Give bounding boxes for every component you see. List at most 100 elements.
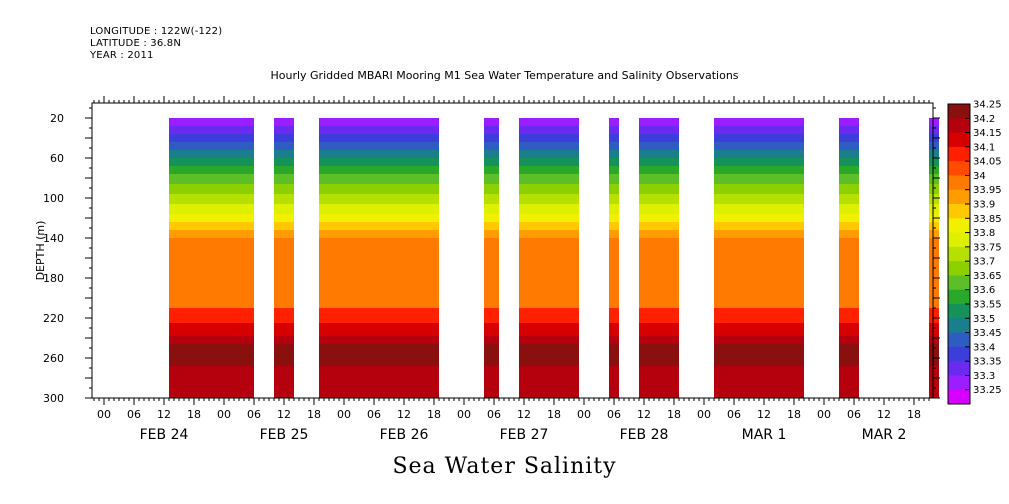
colorbar-swatch — [948, 161, 970, 176]
x-hour-label: 18 — [187, 408, 201, 421]
colorbar-label: 33.25 — [973, 385, 1002, 396]
colorbar-label: 33.35 — [973, 357, 1002, 368]
x-day-label: FEB 25 — [260, 427, 309, 443]
colorbar-swatch — [948, 304, 970, 319]
colorbar-label: 34.15 — [973, 128, 1002, 139]
y-tick-label: 180 — [43, 272, 64, 285]
x-hour-label: 06 — [367, 408, 381, 421]
data-segment-3 — [319, 118, 439, 398]
colorbar-swatch — [948, 346, 970, 362]
colorbar-swatch — [948, 118, 970, 133]
plot-area — [169, 118, 939, 398]
x-hour-label: 06 — [727, 408, 741, 421]
data-segment-9 — [839, 118, 859, 398]
colorbar-swatch — [948, 261, 970, 276]
colorbar-label: 33.9 — [973, 200, 995, 211]
latitude-label: LATITUDE : 36.8N — [90, 38, 182, 49]
colorbar-swatch — [948, 275, 970, 291]
y-tick-label: 300 — [43, 392, 64, 405]
colorbar-swatch — [948, 289, 970, 305]
colorbar-frame — [947, 103, 971, 405]
x-hour-label: 18 — [907, 408, 921, 421]
colorbar-label: 33.65 — [973, 271, 1002, 282]
data-segment-5 — [519, 118, 579, 398]
colorbar: 34.25 34.2 34.15 34.1 34.05 34 33.95 33.9 33.85 3… — [947, 100, 1002, 405]
x-hour-label: 00 — [697, 408, 711, 421]
colorbar-label: 33.7 — [973, 257, 995, 268]
x-hour-label: 06 — [847, 408, 861, 421]
colorbar-label: 33.6 — [973, 285, 995, 296]
y-tick-label: 260 — [43, 352, 64, 365]
x-hour-label: 00 — [97, 408, 111, 421]
colorbar-swatch — [948, 332, 970, 348]
x-day-label: FEB 26 — [380, 427, 429, 443]
colorbar-swatch — [948, 146, 970, 162]
colorbar-label: 34.25 — [973, 100, 1002, 111]
colorbar-label: 33.5 — [973, 314, 995, 325]
x-hour-label: 18 — [547, 408, 561, 421]
year-label: YEAR : 2011 — [90, 50, 154, 61]
x-hour-label: 12 — [877, 408, 891, 421]
data-segment-2 — [274, 118, 294, 398]
y-tick-label: 20 — [50, 112, 64, 125]
colorbar-label: 33.95 — [973, 185, 1002, 196]
x-day-label: FEB 27 — [500, 427, 549, 443]
x-hour-label: 06 — [607, 408, 621, 421]
colorbar-swatch — [948, 375, 970, 391]
colorbar-swatch — [948, 246, 970, 262]
x-hour-label: 12 — [157, 408, 171, 421]
x-hour-label: 12 — [637, 408, 651, 421]
x-hour-label: 18 — [307, 408, 321, 421]
colorbar-swatch — [948, 104, 970, 119]
x-hour-label: 12 — [517, 408, 531, 421]
x-hour-label: 12 — [277, 408, 291, 421]
x-hour-label: 00 — [577, 408, 591, 421]
data-segment-6 — [609, 118, 619, 398]
colorbar-swatch — [948, 232, 970, 248]
x-hour-label: 06 — [487, 408, 501, 421]
colorbar-swatch — [948, 389, 970, 405]
colorbar-swatch — [948, 175, 970, 191]
colorbar-label: 33.55 — [973, 300, 1002, 311]
colorbar-label: 33.45 — [973, 328, 1002, 339]
y-tick-label: 60 — [50, 152, 64, 165]
y-axis-label: DEPTH (m) — [34, 221, 47, 281]
x-day-label: MAR 2 — [862, 427, 907, 443]
x-hour-label: 00 — [817, 408, 831, 421]
x-day-label: FEB 24 — [140, 427, 189, 443]
variable-title: Sea Water Salinity — [392, 454, 617, 479]
colorbar-swatch — [948, 204, 970, 219]
x-hour-label: 00 — [217, 408, 231, 421]
plot-frame — [91, 102, 934, 399]
x-hour-label: 12 — [757, 408, 771, 421]
x-hour-label: 00 — [337, 408, 351, 421]
y-tick-label: 220 — [43, 312, 64, 325]
x-hour-label: 12 — [397, 408, 411, 421]
colorbar-label: 33.8 — [973, 228, 995, 239]
colorbar-label: 34.1 — [973, 142, 995, 153]
longitude-label: LONGITUDE : 122W(-122) — [90, 26, 223, 37]
y-tick-label: 140 — [43, 232, 64, 245]
data-segment-4 — [484, 118, 499, 398]
colorbar-swatch — [948, 218, 970, 233]
colorbar-label: 34.2 — [973, 114, 995, 125]
colorbar-swatch — [948, 361, 970, 376]
colorbar-swatch — [948, 189, 970, 205]
axes: 00 06 12 18 00 06 12 18 00 06 12 18 00 06 12 18 00 06 12 18… — [43, 96, 940, 443]
colorbar-label: 33.4 — [973, 342, 995, 353]
x-day-label: MAR 1 — [742, 427, 787, 443]
colorbar-swatch — [948, 132, 970, 148]
chart-title: Hourly Gridded MBARI Mooring M1 Sea Wate… — [270, 69, 739, 82]
colorbar-label: 33.3 — [973, 371, 995, 382]
x-hour-label: 18 — [667, 408, 681, 421]
x-day-label: FEB 28 — [620, 427, 669, 443]
x-hour-label: 18 — [787, 408, 801, 421]
colorbar-label: 34 — [973, 171, 986, 182]
x-hour-label: 00 — [457, 408, 471, 421]
data-segment-8 — [714, 118, 804, 398]
data-segment-7 — [639, 118, 679, 398]
colorbar-label: 33.75 — [973, 242, 1002, 253]
data-segment-1 — [169, 118, 254, 398]
colorbar-label: 34.05 — [973, 157, 1002, 168]
